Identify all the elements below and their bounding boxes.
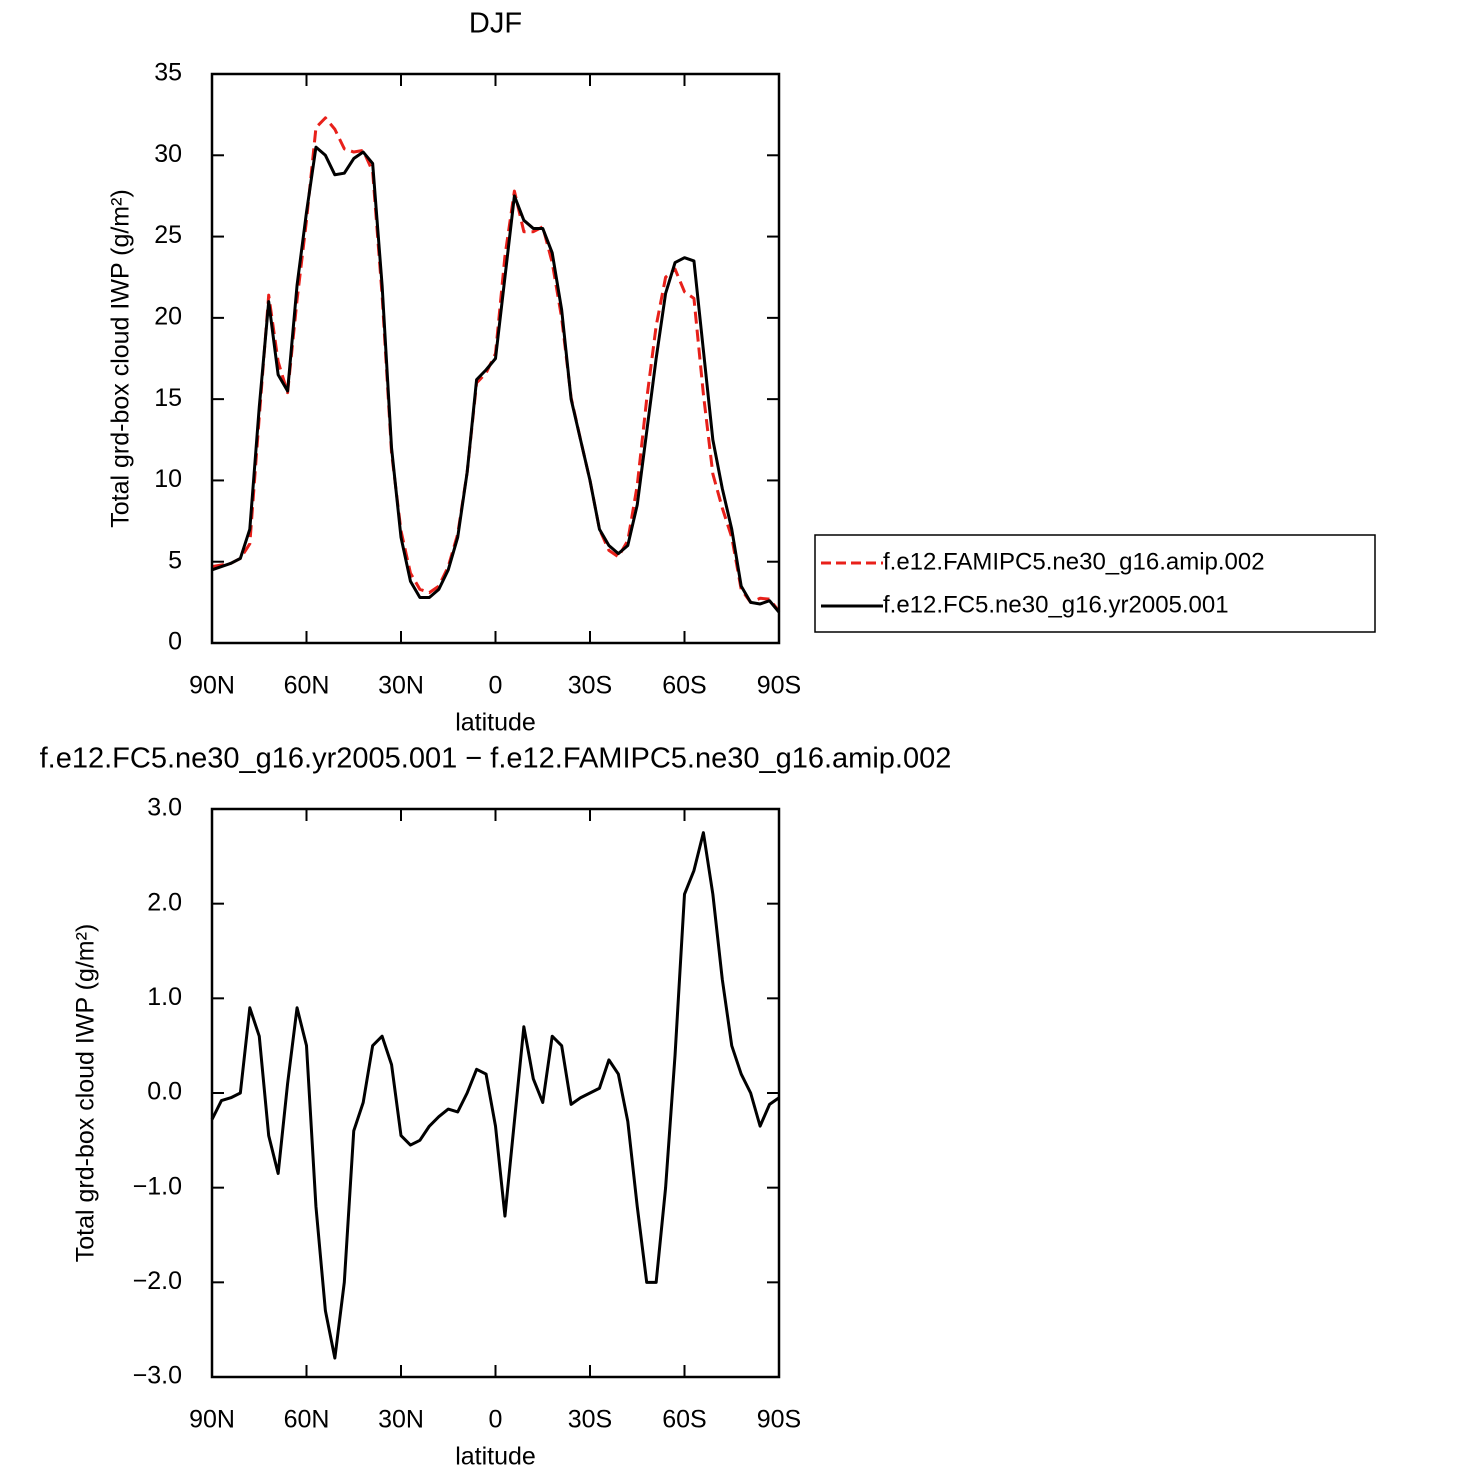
x-tick-label: 0 xyxy=(489,1406,503,1434)
x-tick-label: 60S xyxy=(662,672,706,700)
y-tick-label: 2.0 xyxy=(147,888,182,916)
y-tick-label: −3.0 xyxy=(133,1362,182,1390)
y-tick-label: −1.0 xyxy=(133,1172,182,1200)
y-tick-label: 20 xyxy=(154,302,182,330)
y-tick-label: 1.0 xyxy=(147,983,182,1011)
x-tick-label: 60N xyxy=(284,1406,330,1434)
x-tick-label: 30S xyxy=(568,672,612,700)
legend-label: f.e12.FC5.ne30_g16.yr2005.001 xyxy=(883,591,1229,618)
x-tick-label: 90S xyxy=(757,672,801,700)
x-tick-label: 90N xyxy=(189,1406,235,1434)
y-tick-label: 10 xyxy=(154,465,182,493)
x-tick-label: 30S xyxy=(568,1406,612,1434)
y-axis-label: Total grd-box cloud IWP (g/m²) xyxy=(107,189,135,528)
x-axis-label: latitude xyxy=(455,1443,536,1471)
x-tick-label: 30N xyxy=(378,1406,424,1434)
y-tick-label: 30 xyxy=(154,140,182,168)
legend-box xyxy=(814,534,1376,633)
x-tick-label: 0 xyxy=(489,672,503,700)
y-tick-label: 35 xyxy=(154,59,182,87)
y-tick-label: 0 xyxy=(168,628,182,656)
x-tick-label: 30N xyxy=(378,672,424,700)
x-tick-label: 90S xyxy=(757,1406,801,1434)
y-tick-label: 25 xyxy=(154,221,182,249)
x-tick-label: 90N xyxy=(189,672,235,700)
x-axis-label: latitude xyxy=(455,709,536,737)
plot-frame xyxy=(210,72,781,645)
y-tick-label: 3.0 xyxy=(147,794,182,822)
x-tick-label: 60S xyxy=(662,1406,706,1434)
chart-title: DJF xyxy=(469,8,522,40)
y-tick-label: −2.0 xyxy=(133,1267,182,1295)
chart-title: f.e12.FC5.ne30_g16.yr2005.001 − f.e12.FA… xyxy=(40,743,952,775)
x-tick-label: 60N xyxy=(284,672,330,700)
y-axis-label: Total grd-box cloud IWP (g/m²) xyxy=(72,924,100,1263)
data-line xyxy=(210,831,780,1360)
y-tick-label: 0.0 xyxy=(147,1078,182,1106)
y-tick-label: 15 xyxy=(154,384,182,412)
data-line xyxy=(211,116,781,613)
legend-label: f.e12.FAMIPC5.ne30_g16.amip.002 xyxy=(883,548,1265,575)
plot-frame xyxy=(210,807,781,1379)
y-tick-label: 5 xyxy=(168,546,182,574)
data-line xyxy=(211,145,781,614)
